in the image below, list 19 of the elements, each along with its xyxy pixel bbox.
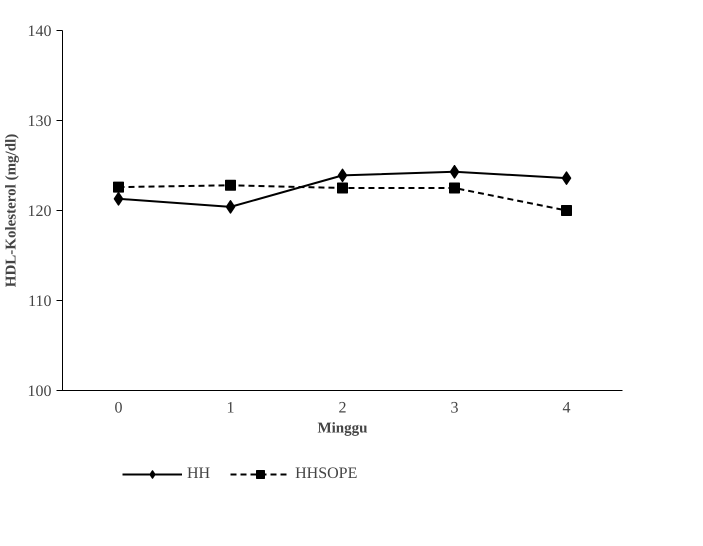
- y-tick-label: 130: [28, 113, 52, 130]
- x-tick-label: 0: [114, 400, 122, 416]
- point: [225, 180, 236, 191]
- point: [561, 205, 572, 216]
- y-tick-label: 120: [28, 203, 52, 220]
- x-tick-label: 1: [226, 400, 234, 416]
- legend-label: HH: [187, 465, 210, 483]
- point: [449, 182, 460, 194]
- point: [337, 182, 348, 194]
- legend-label: HHSOPE: [295, 465, 358, 483]
- x-tick-label: 2: [338, 400, 346, 416]
- y-tick-label: 100: [28, 383, 52, 400]
- y-tick-label: 110: [28, 293, 52, 310]
- y-axis-title: HDL-Kolesterol (mg/dl): [4, 134, 20, 288]
- x-tick-label: 3: [450, 400, 458, 416]
- y-tick-label: 140: [28, 23, 52, 40]
- x-axis-title: Minggu: [317, 420, 368, 436]
- x-tick-label: 4: [562, 400, 570, 416]
- point: [113, 182, 124, 193]
